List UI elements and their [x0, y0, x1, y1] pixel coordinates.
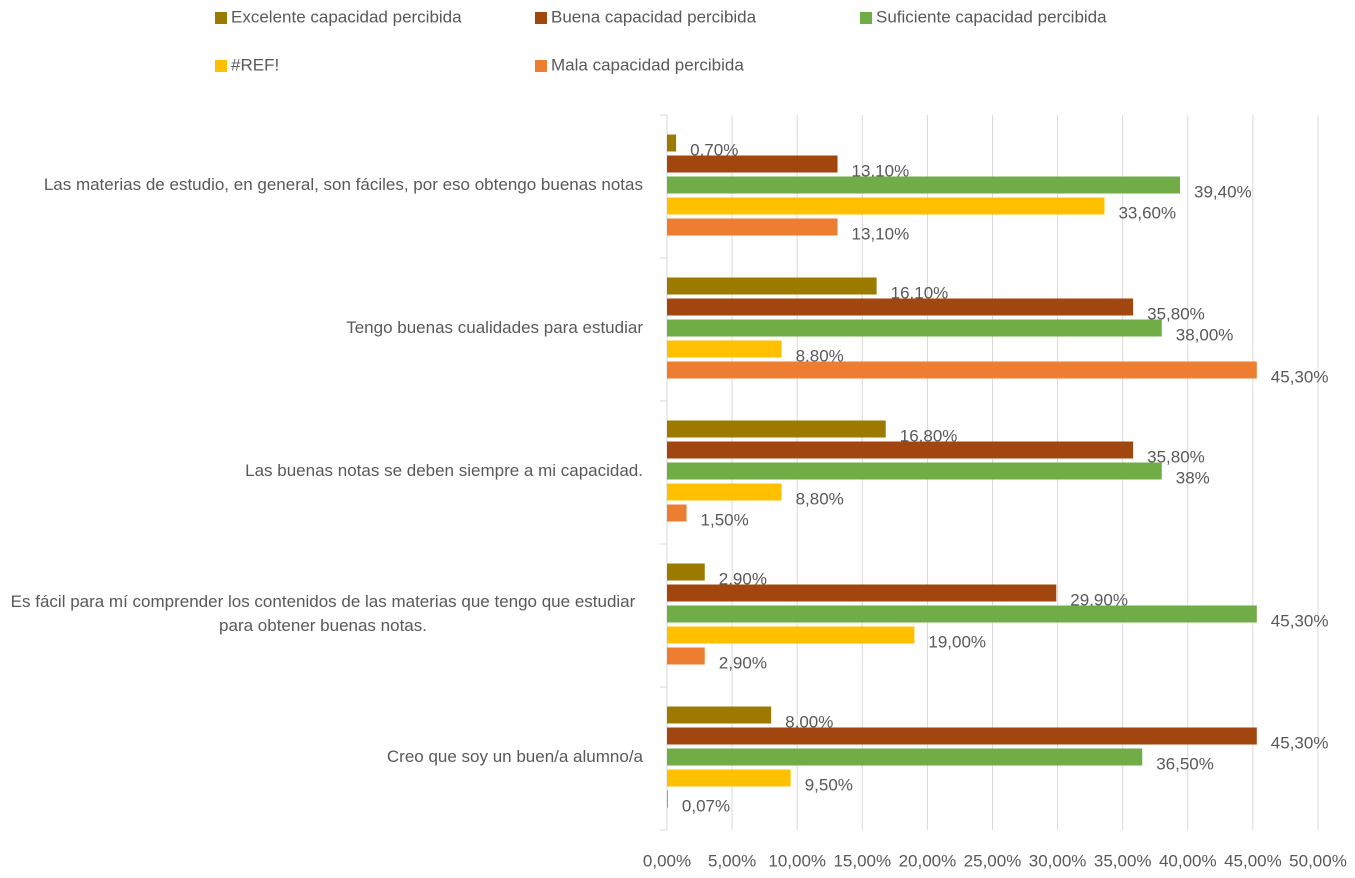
value-label: 39,40%	[1194, 182, 1252, 201]
value-label: 8,80%	[796, 346, 844, 365]
x-tick-label: 40,00%	[1159, 851, 1217, 870]
bar	[667, 769, 791, 787]
x-tick-label: 20,00%	[899, 851, 957, 870]
bar	[667, 361, 1257, 379]
value-label: 13,10%	[852, 224, 910, 243]
bar	[667, 197, 1105, 215]
bar	[667, 504, 687, 522]
legend-swatch	[215, 12, 227, 24]
x-tick-label: 15,00%	[833, 851, 891, 870]
value-label: 8,80%	[796, 489, 844, 508]
x-tick-label: 50,00%	[1289, 851, 1347, 870]
value-label: 35,80%	[1147, 447, 1205, 466]
value-label: 16,10%	[891, 283, 949, 302]
value-label: 13,10%	[852, 161, 910, 180]
value-label: 29,90%	[1070, 590, 1128, 609]
x-tick-label: 30,00%	[1029, 851, 1087, 870]
bar	[667, 605, 1257, 623]
bar	[667, 340, 782, 358]
value-label: 19,00%	[928, 632, 986, 651]
value-label: 8,00%	[785, 712, 833, 731]
legend-label: Mala capacidad percibida	[551, 55, 744, 74]
value-label: 9,50%	[805, 775, 853, 794]
bar	[667, 483, 782, 501]
value-label: 2,90%	[719, 653, 767, 672]
legend-swatch	[860, 12, 872, 24]
bar	[667, 176, 1180, 194]
value-label: 35,80%	[1147, 304, 1205, 323]
bar	[667, 462, 1162, 480]
legend-swatch	[215, 60, 227, 72]
x-tick-label: 10,00%	[768, 851, 826, 870]
value-label: 45,30%	[1271, 733, 1329, 752]
x-tick-label: 5,00%	[708, 851, 756, 870]
legend-label: Buena capacidad percibida	[551, 7, 757, 26]
bar	[667, 218, 838, 236]
bar	[667, 563, 705, 581]
legend-label: #REF!	[231, 55, 279, 74]
value-label: 16,80%	[900, 426, 958, 445]
category-label: Tengo buenas cualidades para estudiar	[346, 318, 643, 337]
legend-label: Suficiente capacidad percibida	[876, 7, 1107, 26]
value-label: 2,90%	[719, 569, 767, 588]
value-label: 45,30%	[1271, 367, 1329, 386]
bar	[667, 647, 705, 665]
value-label: 45,30%	[1271, 611, 1329, 630]
value-label: 38%	[1176, 468, 1210, 487]
category-label: Creo que soy un buen/a alumno/a	[386, 747, 643, 766]
bar	[667, 441, 1134, 459]
bar	[667, 298, 1134, 316]
bar	[667, 420, 886, 438]
category-label: Las buenas notas se deben siempre a mi c…	[245, 461, 643, 480]
bar	[667, 790, 668, 808]
x-tick-label: 45,00%	[1224, 851, 1282, 870]
bar	[667, 584, 1057, 602]
legend-swatch	[535, 60, 547, 72]
value-label: 0,70%	[690, 140, 738, 159]
legend-label: Excelente capacidad percibida	[231, 7, 462, 26]
bar	[667, 626, 915, 644]
x-tick-label: 0,00%	[643, 851, 691, 870]
bar	[667, 155, 838, 173]
bar	[667, 727, 1257, 745]
x-tick-label: 25,00%	[964, 851, 1022, 870]
bar	[667, 277, 877, 295]
value-label: 1,50%	[701, 510, 749, 529]
value-label: 38,00%	[1176, 325, 1234, 344]
bar	[667, 748, 1143, 766]
value-label: 36,50%	[1156, 754, 1214, 773]
category-label: Es fácil para mí comprender los contenid…	[10, 592, 636, 635]
x-tick-label: 35,00%	[1094, 851, 1152, 870]
bar	[667, 706, 772, 724]
value-label: 0,07%	[682, 796, 730, 815]
category-label: Las materias de estudio, en general, son…	[43, 175, 643, 194]
legend-swatch	[535, 12, 547, 24]
bar	[667, 134, 677, 152]
value-label: 33,60%	[1118, 203, 1176, 222]
bar	[667, 319, 1162, 337]
